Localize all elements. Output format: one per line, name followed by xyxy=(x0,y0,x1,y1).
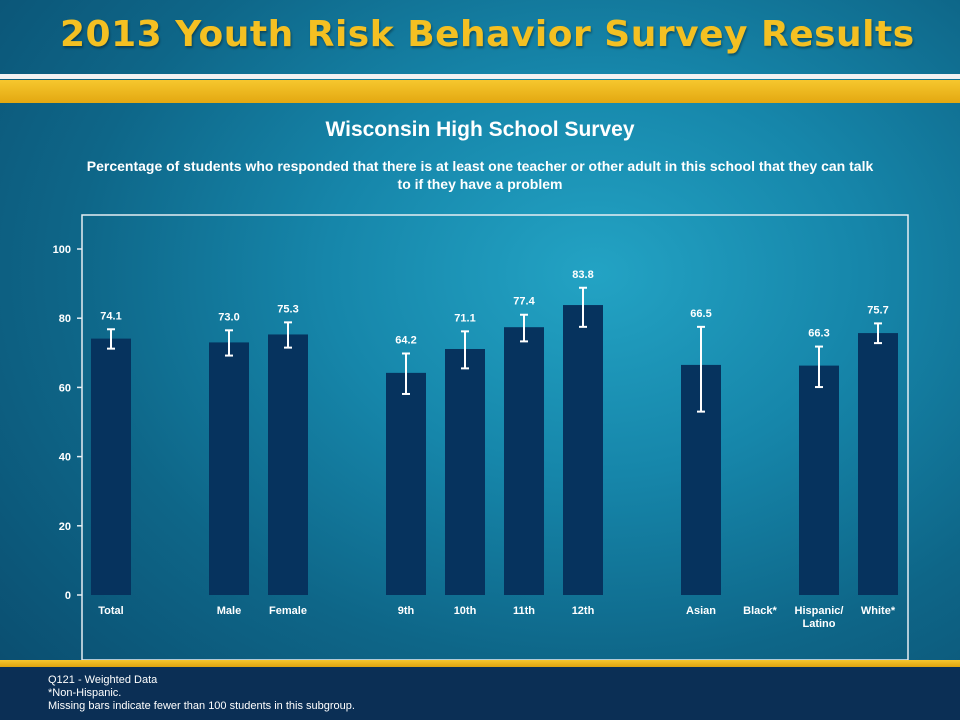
x-tick-label: Asian xyxy=(686,605,716,617)
banner-title: 2013 Youth Risk Behavior Survey Results xyxy=(60,14,915,55)
x-tick-label: 9th xyxy=(398,605,415,617)
bar xyxy=(445,348,485,595)
footer-note-nonhispanic: *Non-Hispanic. xyxy=(48,687,122,699)
data-label: 73.0 xyxy=(218,311,239,323)
data-label: 66.3 xyxy=(808,328,829,340)
x-tick-label: 10th xyxy=(454,605,477,617)
x-tick-label: Male xyxy=(217,605,241,617)
x-tick-label: Female xyxy=(269,605,307,617)
bar xyxy=(268,334,308,595)
y-tick-label: 40 xyxy=(59,452,71,464)
data-label: 66.5 xyxy=(690,308,711,320)
x-tick-label: White* xyxy=(861,605,896,617)
y-tick-label: 0 xyxy=(65,590,71,602)
x-tick-label: 12th xyxy=(572,605,595,617)
y-tick-label: 60 xyxy=(59,382,71,394)
footer-note-missing: Missing bars indicate fewer than 100 stu… xyxy=(48,700,355,712)
footer-band xyxy=(0,660,960,720)
y-tick-label: 100 xyxy=(53,244,71,256)
y-tick-label: 20 xyxy=(59,521,71,533)
banner-rule-gold xyxy=(0,80,960,103)
bar xyxy=(209,342,249,595)
data-label: 83.8 xyxy=(572,269,593,281)
bar xyxy=(799,365,839,595)
bar xyxy=(858,333,898,595)
footer-rule-gold xyxy=(0,660,960,667)
x-tick-label: Hispanic/ xyxy=(795,605,844,617)
y-tick-label: 80 xyxy=(59,313,71,325)
bar xyxy=(563,305,603,595)
x-tick-label: Latino xyxy=(803,618,836,630)
footer-note-data: Q121 - Weighted Data xyxy=(48,674,158,686)
x-tick-label: Black* xyxy=(743,605,777,617)
bar xyxy=(504,327,544,595)
bar xyxy=(91,338,131,595)
data-label: 77.4 xyxy=(513,296,535,308)
data-label: 75.3 xyxy=(277,303,298,315)
banner-rule-white xyxy=(0,74,960,79)
chart-title: Wisconsin High School Survey xyxy=(325,118,635,141)
chart-subtitle: Percentage of students who responded tha… xyxy=(86,158,874,192)
data-label: 75.7 xyxy=(867,304,888,316)
bar xyxy=(386,372,426,595)
data-label: 71.1 xyxy=(454,312,475,324)
data-label: 74.1 xyxy=(100,310,121,322)
x-tick-label: 11th xyxy=(513,605,535,617)
x-tick-label: Total xyxy=(98,605,123,617)
footer-notes: Q121 - Weighted Data *Non-Hispanic. Miss… xyxy=(48,674,355,713)
plot-frame xyxy=(81,214,909,661)
data-label: 64.2 xyxy=(395,334,416,346)
